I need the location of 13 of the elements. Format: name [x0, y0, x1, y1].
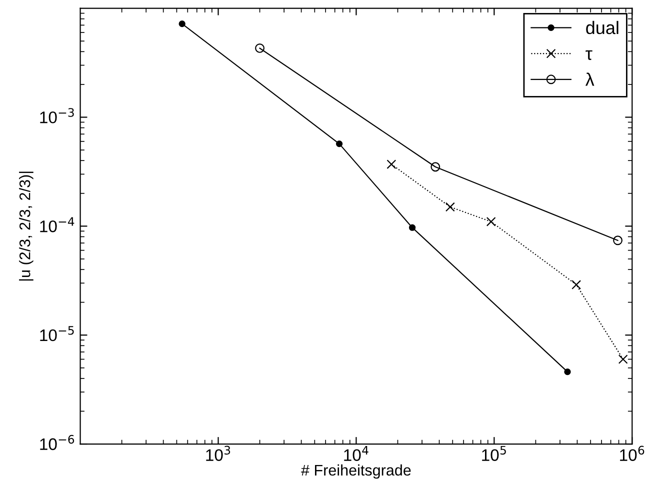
x-tick-label: 10$^{6}$ [620, 446, 644, 461]
x-tick-label: 10$^{5}$ [482, 446, 506, 462]
x-tick-label: 10$^{4}$ [344, 446, 368, 462]
legend-label: dual [586, 20, 618, 34]
y-tick-label: 10$^{−4}$ [40, 217, 74, 232]
y-tick-label: 10$^{−6}$ [40, 434, 74, 450]
y-axis-title: |u (2/3, 2/3, 2/3)| [19, 172, 34, 281]
y-tick-label: 10$^{−5}$ [40, 326, 74, 342]
legend-label: λ [585, 72, 594, 86]
x-tick-label: 10$^{3}$ [206, 446, 230, 461]
x-axis-title: # Freiheitsgrade [301, 464, 411, 479]
y-tick-label: 10$^{−3}$ [40, 108, 74, 124]
legend-label: τ [586, 50, 592, 60]
